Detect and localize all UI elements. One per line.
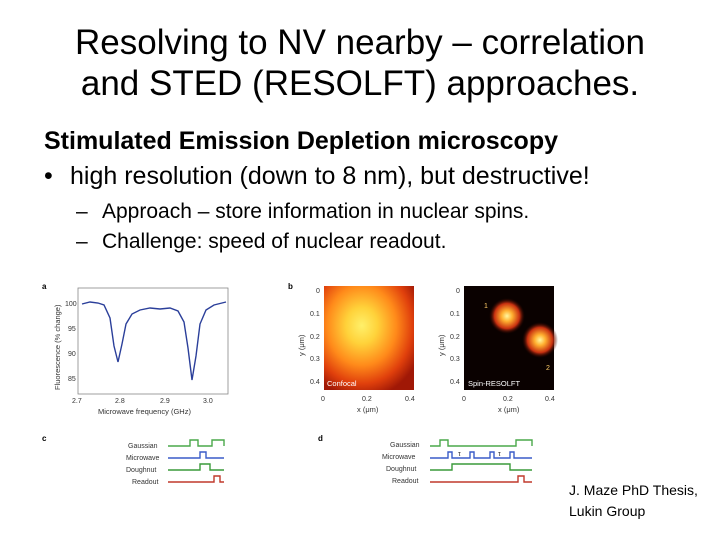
source-credit: J. Maze PhD Thesis, Lukin Group	[569, 480, 698, 522]
doughnut-pulse-c	[168, 463, 224, 471]
bullet-text: high resolution (down to 8 nm), but dest…	[70, 162, 590, 190]
title-line-1: Resolving to NV nearby – correlation	[74, 23, 645, 62]
panel-b-xtick-right: 0.2	[503, 396, 513, 403]
panel-b-xtick-left: 0.2	[362, 396, 372, 403]
panel-a-xtick: 2.9	[160, 398, 170, 405]
doughnut-pulse-d	[430, 463, 532, 471]
panel-a-xlabel: Microwave frequency (GHz)	[98, 407, 191, 416]
sub-bullet-marker: –	[76, 200, 88, 223]
resolft-spot-1	[489, 298, 525, 334]
panel-b-xtick-left: 0.4	[405, 396, 415, 403]
panel-c-label: c	[42, 434, 47, 443]
sub-bullet-marker: –	[76, 230, 88, 253]
panel-b-xlabel-left: x (μm)	[357, 405, 379, 414]
spot-1-label: 1	[484, 303, 488, 310]
figure-composite: a Fluorescence (% change) 100 95 90 85 2…	[42, 282, 558, 486]
panel-a: a Fluorescence (% change) 100 95 90 85 2…	[42, 282, 229, 416]
panel-c-row-label: Gaussian	[128, 443, 158, 450]
panel-b-ytick-right: 0	[456, 288, 460, 295]
panel-b-xlabel-right: x (μm)	[498, 405, 520, 414]
panel-b-ytick-left: 0.1	[310, 311, 320, 318]
panel-a-xtick: 2.7	[72, 398, 82, 405]
panel-b-xtick-right: 0.4	[545, 396, 555, 403]
panel-d-row-label: Readout	[392, 478, 419, 485]
gaussian-pulse-d	[430, 439, 533, 447]
readout-pulse-c	[168, 475, 224, 483]
resolft-caption: Spin-RESOLFT	[468, 379, 521, 388]
panel-a-ytick: 100	[65, 301, 77, 308]
odmr-trace	[81, 301, 227, 381]
panel-c: c Gaussian Microwave Doughnut Readout	[42, 434, 225, 486]
slide-title: Resolving to NV nearby – correlation and…	[0, 22, 720, 104]
panel-b-ytick-right: 0.1	[450, 311, 460, 318]
panel-a-xtick: 2.8	[115, 398, 125, 405]
bullet-item: • high resolution (down to 8 nm), but des…	[44, 162, 590, 191]
title-line-2: and STED (RESOLFT) approaches.	[80, 64, 640, 103]
panel-b-ytick-right: 0.4	[450, 379, 460, 386]
panel-c-row-label: Microwave	[126, 455, 160, 462]
panel-a-ytick: 85	[68, 376, 76, 383]
panel-a-label: a	[42, 282, 47, 291]
bullet-marker: •	[44, 162, 53, 190]
panel-b-ytick-left: 0	[316, 288, 320, 295]
panel-c-row-label: Readout	[132, 479, 159, 486]
panel-d-row-label: Microwave	[382, 454, 416, 461]
sub-bullet-text: Approach – store information in nuclear …	[102, 200, 530, 223]
tau-label: τ	[498, 451, 501, 458]
microwave-pulse-c	[168, 451, 224, 459]
panel-b-ytick-left: 0.4	[310, 379, 320, 386]
panel-b-ytick-left: 0.2	[310, 334, 320, 341]
readout-pulse-d	[430, 475, 532, 483]
panel-b-ytick-left: 0.3	[310, 356, 320, 363]
panel-d-row-label: Gaussian	[390, 442, 420, 449]
confocal-caption: Confocal	[327, 379, 357, 388]
panel-a-ytick: 90	[68, 351, 76, 358]
credit-line-1: J. Maze PhD Thesis,	[569, 482, 698, 498]
panel-c-row-label: Doughnut	[126, 467, 156, 474]
confocal-image	[324, 286, 414, 390]
panel-b-ylabel-left: y (μm)	[297, 334, 306, 356]
panel-d-row-label: Doughnut	[386, 466, 416, 473]
panel-b-ytick-right: 0.3	[450, 356, 460, 363]
sub-bullet-approach: – Approach – store information in nuclear…	[76, 200, 529, 224]
panel-b-xtick-left: 0	[321, 396, 325, 403]
resolft-spot-2	[522, 322, 558, 358]
credit-line-2: Lukin Group	[569, 503, 646, 519]
panel-b-label: b	[288, 282, 293, 291]
panel-b-ytick-right: 0.2	[450, 334, 460, 341]
sub-bullet-challenge: – Challenge: speed of nuclear readout.	[76, 230, 446, 254]
panel-a-xtick: 3.0	[203, 398, 213, 405]
panel-b: b y (μm) 0 0.1 0.2 0.3 0.4 Confocal 0 0.…	[288, 282, 558, 414]
section-heading: Stimulated Emission Depletion microscopy	[44, 127, 559, 155]
panel-b-ylabel-right: y (μm)	[437, 334, 446, 356]
gaussian-pulse-c	[168, 439, 225, 447]
spot-2-label: 2	[546, 365, 550, 372]
panel-d: d Gaussian Microwave Doughnut Readout τ …	[318, 434, 533, 485]
tau-label: τ	[458, 451, 461, 458]
panel-b-xtick-right: 0	[462, 396, 466, 403]
panel-d-label: d	[318, 434, 323, 443]
microwave-pulse-d	[430, 451, 532, 459]
panel-a-ylabel: Fluorescence (% change)	[53, 304, 62, 390]
panel-a-ytick: 95	[68, 326, 76, 333]
sub-bullet-text: Challenge: speed of nuclear readout.	[102, 230, 447, 253]
panel-a-frame	[77, 287, 229, 395]
